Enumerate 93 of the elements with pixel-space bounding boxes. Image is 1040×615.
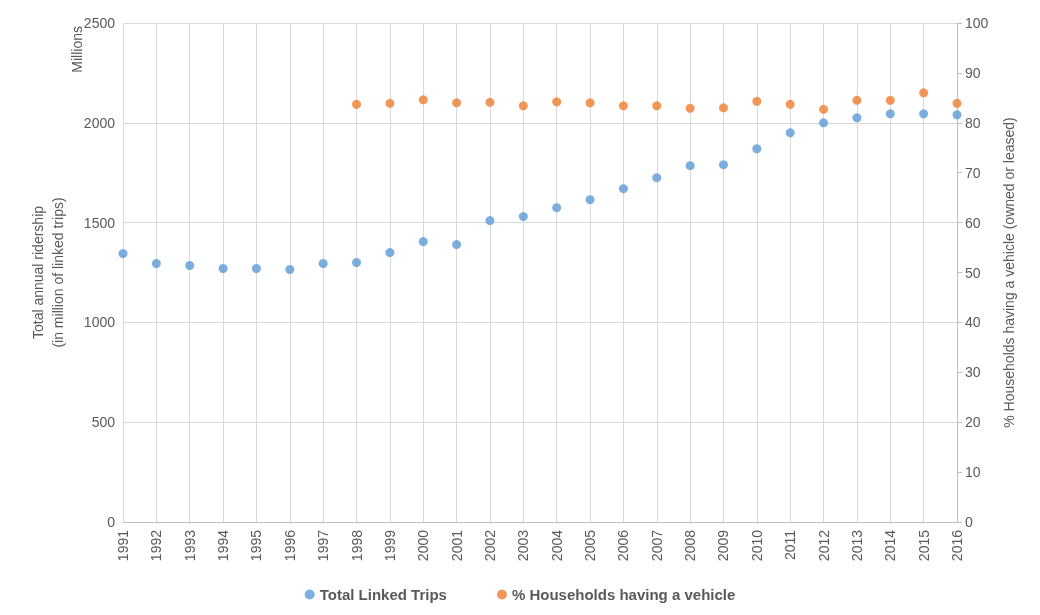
- x-tick-label: 2015: [915, 529, 932, 562]
- point: [919, 109, 929, 119]
- y2-axis-title: % Households having a vehicle (owned or leased): [1001, 117, 1018, 428]
- x-tick-label: 2016: [949, 529, 965, 562]
- y2-tick-label: 20: [965, 414, 981, 431]
- y-tick-label: 2000: [83, 114, 116, 131]
- x-tick-label: 2011: [782, 529, 799, 561]
- point: [652, 173, 662, 183]
- point: [318, 259, 328, 269]
- point: [585, 98, 595, 108]
- point: [652, 101, 662, 111]
- point: [718, 103, 728, 113]
- point: [885, 109, 895, 119]
- x-tick-label: 2004: [548, 529, 565, 562]
- point: [718, 160, 728, 170]
- x-tick-label: 2007: [648, 529, 665, 562]
- point: [752, 144, 762, 154]
- point: [352, 99, 362, 109]
- point: [819, 104, 829, 114]
- x-tick-label: 2012: [815, 529, 832, 562]
- x-tick-label: 2008: [682, 529, 699, 562]
- x-tick-label: 1999: [381, 529, 398, 562]
- point: [952, 98, 962, 108]
- point: [418, 95, 428, 105]
- x-tick-label: 1995: [248, 529, 265, 562]
- point: [185, 261, 195, 271]
- y2-tick-label: 0: [965, 514, 973, 530]
- point: [518, 212, 528, 222]
- y2-tick-label: 90: [965, 64, 981, 81]
- x-tick-label: 1993: [181, 529, 198, 562]
- x-tick-label: 2000: [415, 529, 432, 562]
- y2-tick-label: 80: [965, 114, 981, 131]
- y-axis-title: Total annual ridership (in million of linked trips): [30, 197, 66, 348]
- x-tick-label: 1992: [148, 529, 165, 562]
- point: [785, 99, 795, 109]
- legend-label: % Households having a vehicle: [511, 586, 736, 603]
- x-tick-label: 2001: [448, 529, 465, 562]
- x-tick-label: 1996: [281, 529, 298, 562]
- y2-tick-label: 40: [965, 314, 981, 331]
- point: [118, 249, 128, 259]
- point: [418, 237, 428, 247]
- x-tick-label: 2006: [615, 529, 632, 562]
- x-tick-label: 2014: [882, 529, 899, 562]
- point: [885, 95, 895, 105]
- point: [452, 98, 462, 108]
- x-tick-label: 1991: [115, 529, 131, 562]
- point: [819, 118, 829, 128]
- point: [385, 248, 395, 258]
- point: [218, 264, 228, 274]
- x-tick-label: 2013: [848, 529, 865, 562]
- point: [151, 259, 161, 269]
- point: [852, 113, 862, 123]
- text: Millions: [69, 25, 85, 73]
- point: [785, 128, 795, 138]
- x-tick-label: 1998: [348, 529, 365, 562]
- y2-tick-label: 60: [965, 214, 981, 231]
- point: [385, 98, 395, 108]
- point: [752, 96, 762, 106]
- point: [952, 110, 962, 120]
- y-tick-label: 1000: [83, 314, 116, 331]
- point: [618, 184, 628, 194]
- point: [485, 97, 495, 107]
- point: [919, 88, 929, 98]
- point: [585, 195, 595, 205]
- point: [251, 264, 261, 274]
- point: [485, 216, 495, 226]
- point: [685, 161, 695, 171]
- x-tick-label: 2003: [515, 529, 532, 562]
- y-tick-label: 500: [91, 414, 116, 431]
- y2-tick-label: 50: [965, 264, 981, 281]
- y2-tick-label: 10: [965, 464, 981, 481]
- point: [452, 240, 462, 250]
- point: [352, 258, 362, 268]
- y2-tick-label: 70: [965, 164, 981, 181]
- x-tick-label: 2010: [748, 529, 765, 562]
- x-tick-label: 2002: [481, 529, 498, 562]
- point: [852, 95, 862, 105]
- legend-label: Total Linked Trips: [319, 586, 447, 603]
- point: [552, 203, 562, 213]
- point: [685, 103, 695, 113]
- y-tick-label: 1500: [83, 214, 116, 231]
- x-tick-label: 2005: [582, 529, 599, 562]
- point: [618, 101, 628, 111]
- y2-tick-label: 100: [965, 15, 989, 31]
- x-tick-label: 1997: [315, 529, 332, 562]
- x-tick-label: 2009: [715, 529, 732, 562]
- y2-tick-label: 30: [965, 364, 981, 381]
- point: [518, 101, 528, 111]
- point: [285, 265, 295, 274]
- point: [552, 97, 562, 107]
- x-tick-label: 1994: [215, 529, 232, 562]
- y-tick-label: 2500: [83, 15, 116, 31]
- y-tick-label: 0: [107, 514, 116, 530]
